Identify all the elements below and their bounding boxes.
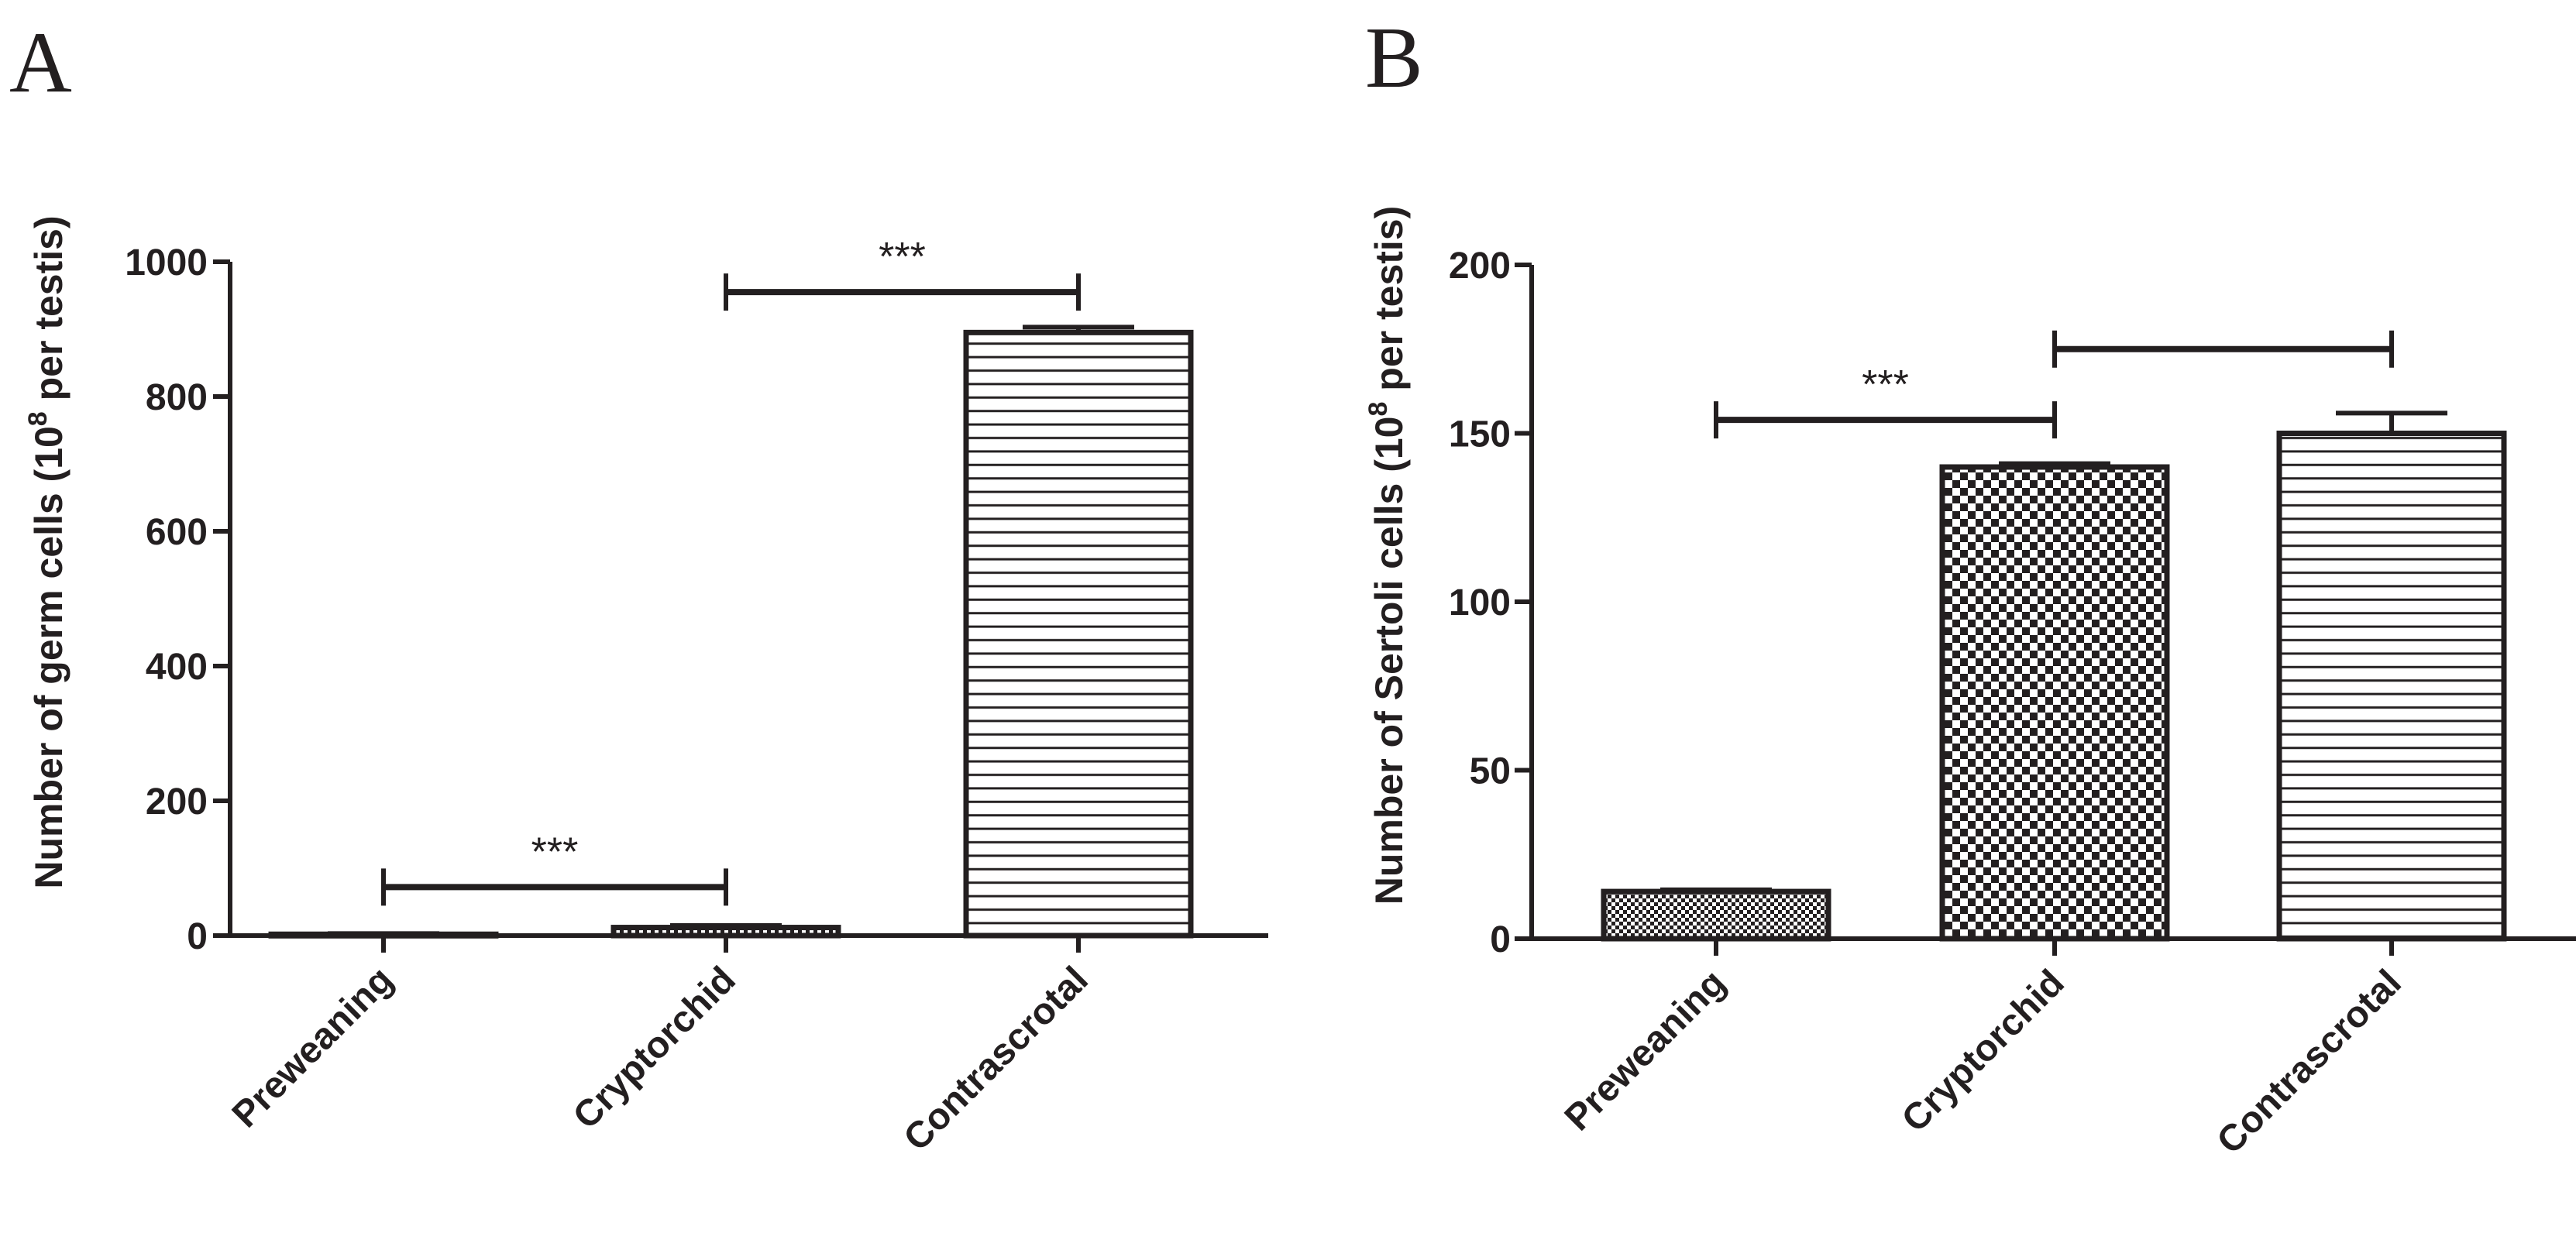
panel-b-bar-cryptorchid — [1939, 464, 2170, 942]
panel-a-y-tick-label-200: 200 — [146, 781, 208, 823]
panel-a-category-label-preweaning: Preweaning — [225, 959, 401, 1135]
panel-a-y-tick-label-600: 600 — [146, 512, 208, 553]
panel-a-y-tick-label-400: 400 — [146, 647, 208, 688]
panel-b-category-label-cryptorchid: Cryptorchid — [1894, 962, 2072, 1140]
panel-b-sig-label-0: *** — [1862, 362, 1909, 407]
panel-a-category-label-contrascrotal: Contrascrotal — [896, 959, 1096, 1159]
panel-b-y-axis-title: Number of Sertoli cells (108 per testis) — [1364, 206, 1411, 905]
panel-b-category-label-preweaning: Preweaning — [1557, 962, 1734, 1139]
panel-a-chart: 0 200 400 600 800 1000 Preweaning Cryptorchid Co… — [23, 215, 1268, 1159]
panel-a-letter: A — [9, 15, 72, 111]
panel-a-y-axis-title: Number of germ cells (108 per testis) — [23, 215, 71, 888]
panel-b-letter: B — [1365, 10, 1423, 106]
panel-b-chart: 0 50 100 150 200 Preweaning Cryptorchid Contras… — [1364, 206, 2576, 1162]
panel-b-bar-preweaning — [1601, 888, 1831, 942]
panel-a-sig-label-1: *** — [879, 235, 926, 280]
panel-b-y-tick-label-0: 0 — [1490, 919, 1511, 960]
panel-a-y-tick-label-0: 0 — [187, 916, 208, 957]
panel-a-bar-contrascrotal — [963, 329, 1194, 939]
panel-b-y-tick-label-150: 150 — [1449, 414, 1511, 455]
panel-b-y-tick-label-50: 50 — [1470, 751, 1511, 792]
panel-a-y-tick-label-800: 800 — [146, 377, 208, 418]
panel-b-y-tick-label-200: 200 — [1449, 246, 1511, 287]
panel-b-category-label-contrascrotal: Contrascrotal — [2210, 962, 2409, 1162]
panel-b-bar-contrascrotal — [2276, 431, 2507, 942]
panel-a-y-tick-label-1000: 1000 — [125, 242, 208, 283]
panel-b-y-tick-label-100: 100 — [1449, 582, 1511, 623]
panel-a-category-label-cryptorchid: Cryptorchid — [566, 959, 744, 1137]
panel-a-sig-label-0: *** — [531, 829, 579, 874]
